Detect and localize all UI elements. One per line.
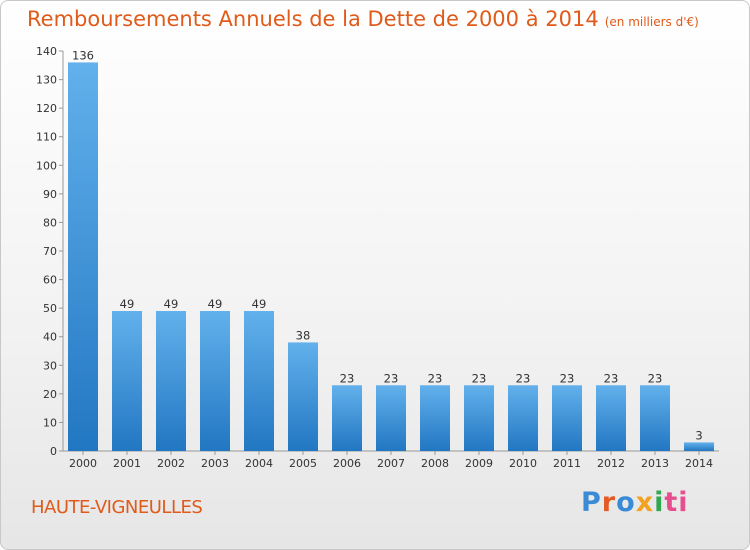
x-tick-label: 2005 [289,457,317,470]
x-tick-label: 2014 [685,457,713,470]
bar-value-label: 49 [208,297,223,311]
y-tick-label: 90 [43,188,57,201]
bar-value-label: 23 [384,371,399,385]
logo-letter: i [654,487,665,518]
bar-value-label: 23 [560,371,575,385]
bar [640,385,670,451]
bars: 136 2000 49 2001 49 2002 49 2003 49 2004 38 2005 23 2… [68,48,714,470]
bar [376,385,406,451]
x-tick-label: 2012 [597,457,625,470]
bar [68,62,98,452]
y-tick-label: 0 [50,445,57,458]
bar-value-label: 49 [164,297,179,311]
bar [464,385,494,451]
x-tick-label: 2004 [245,457,273,470]
bar-value-label: 49 [120,297,135,311]
bar [244,311,274,451]
proxiti-logo: Proxiti [581,487,689,518]
y-tick-label: 20 [43,388,57,401]
x-tick-label: 2002 [157,457,185,470]
logo-letter: x [635,487,655,518]
bar-value-label: 3 [695,428,702,442]
bar [288,342,318,451]
logo-letter: P [581,487,602,518]
bar [332,385,362,451]
y-tick-label: 70 [43,245,57,258]
x-tick-label: 2009 [465,457,493,470]
bar-value-label: 38 [296,328,311,342]
bar [112,311,142,451]
x-tick-label: 2006 [333,457,361,470]
bar [508,385,538,451]
bar [684,442,714,451]
bar [200,311,230,451]
y-tick-label: 50 [43,302,57,315]
bar [420,385,450,451]
chart-unit: (en milliers d'€) [604,15,699,29]
y-tick-label: 60 [43,274,57,287]
x-tick-label: 2001 [113,457,141,470]
y-tick-label: 80 [43,216,57,229]
logo-letter: o [616,487,636,518]
bar-value-label: 136 [72,48,94,62]
y-tick-label: 110 [36,131,57,144]
bar-value-label: 23 [428,371,443,385]
x-tick-label: 2003 [201,457,229,470]
x-tick-label: 2008 [421,457,449,470]
y-tick-label: 120 [36,102,57,115]
y-tick-label: 30 [43,359,57,372]
x-tick-label: 2011 [553,457,581,470]
commune-name: HAUTE-VIGNEULLES [31,497,203,518]
bar-value-label: 23 [340,371,355,385]
y-tick-label: 130 [36,74,57,87]
bar-value-label: 23 [472,371,487,385]
bar-value-label: 23 [516,371,531,385]
chart-title-text: Remboursements Annuels de la Dette de 20… [27,7,599,31]
x-tick-label: 2007 [377,457,405,470]
y-tick-label: 140 [36,45,57,58]
y-tick-label: 40 [43,331,57,344]
y-tick-label: 10 [43,416,57,429]
chart-title: Remboursements Annuels de la Dette de 20… [27,7,699,31]
x-tick-label: 2013 [641,457,669,470]
bar [156,311,186,451]
bar-value-label: 49 [252,297,267,311]
x-tick-label: 2000 [69,457,97,470]
y-axis: 0 10 20 30 40 50 60 70 80 90 100 110 120 130 140 [36,45,719,458]
bar [552,385,582,451]
bar-value-label: 23 [648,371,663,385]
logo-letter: ti [664,487,689,518]
bar-value-label: 23 [604,371,619,385]
y-tick-label: 100 [36,159,57,172]
x-tick-label: 2010 [509,457,537,470]
logo-letter: r [601,487,617,518]
bar [596,385,626,451]
